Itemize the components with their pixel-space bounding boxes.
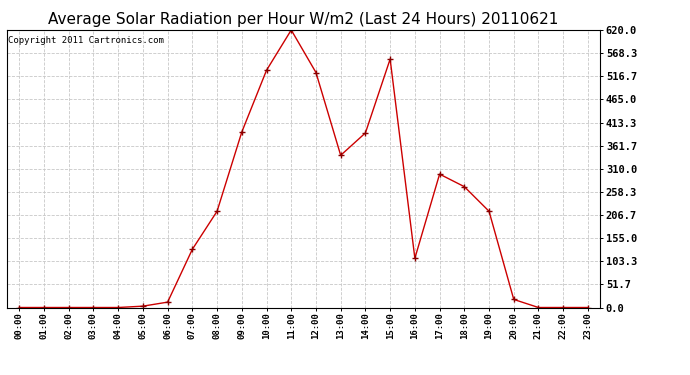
Title: Average Solar Radiation per Hour W/m2 (Last 24 Hours) 20110621: Average Solar Radiation per Hour W/m2 (L… [48,12,559,27]
Text: Copyright 2011 Cartronics.com: Copyright 2011 Cartronics.com [8,36,164,45]
